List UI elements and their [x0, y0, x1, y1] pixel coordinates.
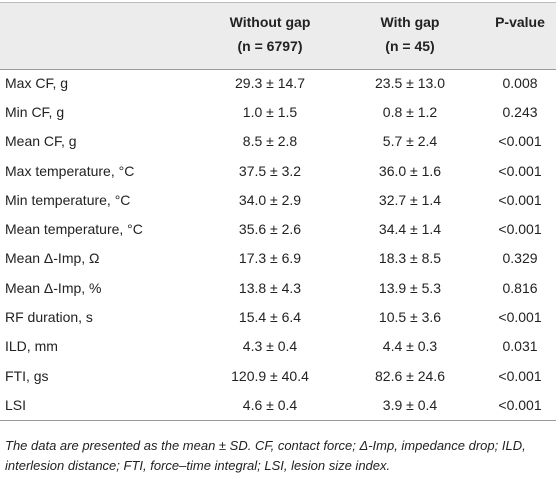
column-count: (n = 6797) [237, 38, 303, 54]
column-header: Without gap [229, 14, 311, 30]
cell: <0.001 [498, 309, 542, 326]
row-label: FTI, gs [5, 367, 49, 384]
cell: 4.4 ± 0.3 [382, 338, 438, 355]
cell: 13.9 ± 5.3 [378, 279, 442, 296]
row-label: Mean CF, g [5, 133, 77, 150]
cell: 8.5 ± 2.8 [242, 133, 298, 150]
cell: 0.816 [502, 279, 538, 296]
cell: <0.001 [498, 133, 542, 150]
row-label: Min temperature, °C [5, 191, 131, 208]
cell: 36.0 ± 1.6 [378, 162, 442, 179]
column-count: (n = 45) [385, 38, 435, 54]
cell: 0.008 [502, 74, 538, 91]
cell: 82.6 ± 24.6 [375, 367, 445, 384]
header-background [0, 2, 556, 70]
cell: <0.001 [498, 396, 542, 413]
cell: 34.0 ± 2.9 [238, 191, 302, 208]
cell: <0.001 [498, 191, 542, 208]
cell: 23.5 ± 13.0 [375, 74, 445, 91]
table-bottom-rule [0, 420, 556, 421]
cell: 1.0 ± 1.5 [242, 103, 298, 120]
cell: 0.8 ± 1.2 [382, 103, 438, 120]
cell: <0.001 [498, 162, 542, 179]
cell: 0.031 [502, 338, 538, 355]
row-label: LSI [5, 396, 27, 413]
cell: 15.4 ± 6.4 [238, 309, 302, 326]
cell: 5.7 ± 2.4 [382, 133, 438, 150]
cell: 37.5 ± 3.2 [238, 162, 302, 179]
row-label: RF duration, s [5, 309, 93, 326]
cell: 29.3 ± 14.7 [235, 74, 305, 91]
cell: 32.7 ± 1.4 [378, 191, 442, 208]
row-label: Mean temperature, °C [5, 221, 143, 238]
cell: 3.9 ± 0.4 [382, 396, 438, 413]
row-label: Mean Δ-Imp, Ω [5, 250, 100, 267]
cell: 4.6 ± 0.4 [242, 396, 298, 413]
cell: 4.3 ± 0.4 [242, 338, 298, 355]
cell: 0.243 [502, 103, 538, 120]
cell: 10.5 ± 3.6 [378, 309, 442, 326]
cell: <0.001 [498, 221, 542, 238]
cell: 35.6 ± 2.6 [238, 221, 302, 238]
cell: 0.329 [502, 250, 538, 267]
row-label: Min CF, g [5, 103, 65, 120]
cell: 17.3 ± 6.9 [238, 250, 302, 267]
cell: 120.9 ± 40.4 [231, 367, 309, 384]
row-label: Max temperature, °C [5, 162, 135, 179]
column-header: With gap [380, 14, 440, 30]
footnote: The data are presented as the mean ± SD.… [5, 438, 526, 473]
row-label: ILD, mm [5, 338, 58, 355]
row-label: Mean Δ-Imp, % [5, 279, 102, 296]
column-header: P-value [495, 14, 545, 30]
cell: 13.8 ± 4.3 [238, 279, 302, 296]
cell: 18.3 ± 8.5 [378, 250, 442, 267]
row-label: Max CF, g [5, 74, 69, 91]
cell: 34.4 ± 1.4 [378, 221, 442, 238]
cell: <0.001 [498, 367, 542, 384]
